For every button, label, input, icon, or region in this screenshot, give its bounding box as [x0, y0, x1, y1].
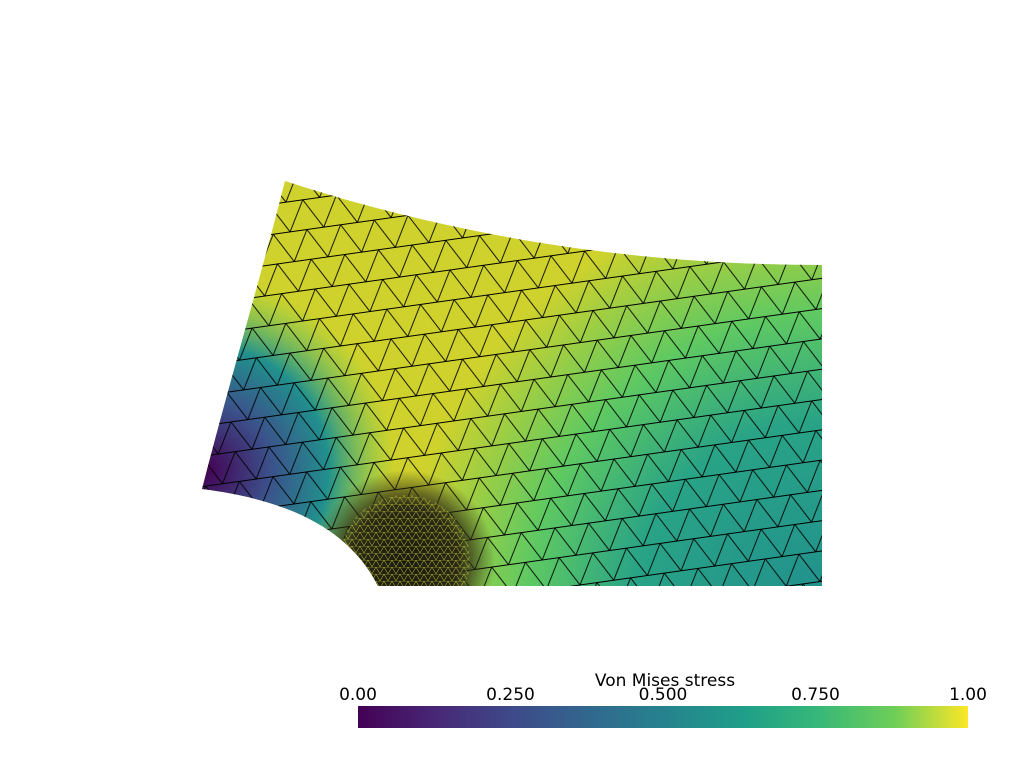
colorbar-tick-label: 0.500	[639, 685, 688, 705]
colorbar-title: Von Mises stress	[595, 671, 735, 691]
colorbar-tick-label: 1.00	[949, 685, 987, 705]
colorbar-tick-label: 0.750	[791, 685, 840, 705]
colorbar-tick-label: 0.00	[339, 685, 377, 705]
colorbar	[358, 706, 968, 728]
mesh-plot	[202, 181, 822, 586]
colorbar-tick-label: 0.250	[486, 685, 535, 705]
